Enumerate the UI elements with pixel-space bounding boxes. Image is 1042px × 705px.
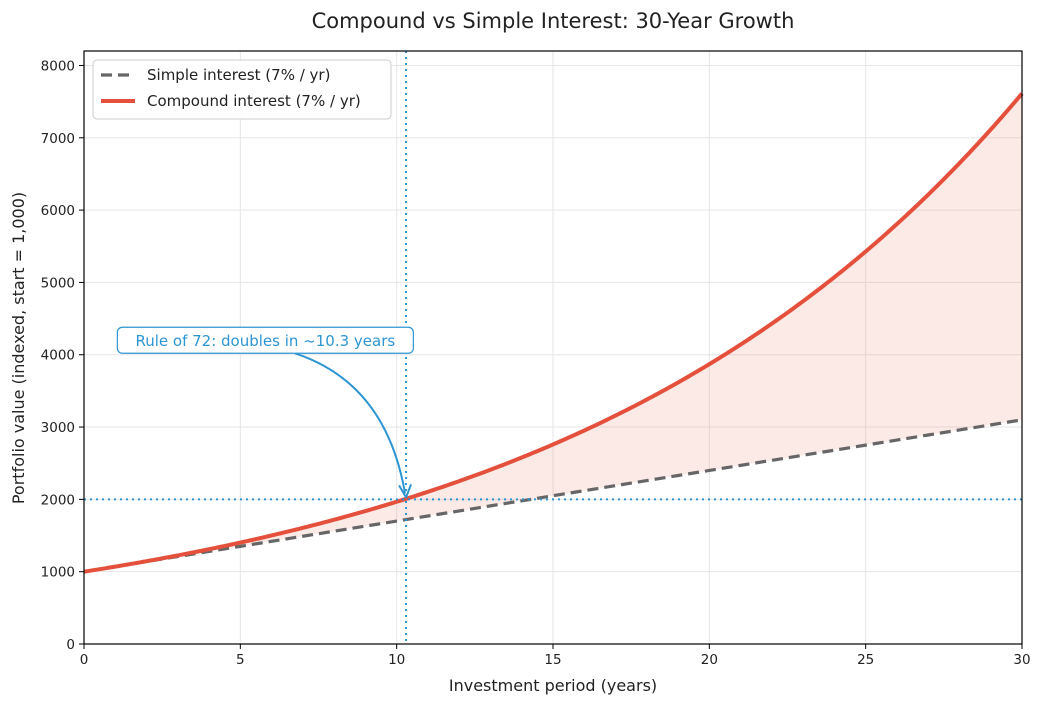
fill-between-area	[84, 93, 1022, 572]
annotation-text: Rule of 72: doubles in ~10.3 years	[135, 332, 395, 350]
annotation-box	[116, 326, 414, 354]
y-tick-label: 0	[66, 637, 75, 653]
legend-label-compound: Compound interest (7% / yr)	[147, 92, 361, 110]
y-tick-label: 1000	[41, 565, 75, 581]
x-tick-label: 15	[544, 652, 561, 668]
y-tick-label: 4000	[41, 348, 75, 364]
annotation-arrowhead	[398, 484, 412, 499]
y-axis-label: Portfolio value (indexed, start = 1,000)	[9, 192, 28, 504]
x-tick-label: 30	[1013, 652, 1030, 668]
simple-interest-line	[83, 418, 1023, 574]
x-axis-label: Investment period (years)	[449, 676, 657, 695]
annotation: Rule of 72: doubles in ~10.3 years	[116, 326, 414, 499]
y-tick-label: 8000	[41, 58, 75, 74]
compound-interest-line	[83, 92, 1024, 574]
annotation-arrow	[294, 352, 407, 494]
x-tick-label: 20	[701, 652, 718, 668]
chart-title: Compound vs Simple Interest: 30-Year Gro…	[312, 9, 795, 33]
legend-box	[92, 59, 392, 120]
x-tick-label: 10	[388, 652, 405, 668]
y-tick-label: 3000	[41, 420, 75, 436]
x-tick-label: 25	[857, 652, 874, 668]
axis-ticks: 0 5 10 15 20 25 30 0 1000 2000 3000 4000 5000 6000 700…	[41, 58, 1031, 668]
series-lines	[83, 92, 1024, 574]
x-tick-label: 0	[80, 652, 89, 668]
y-tick-label: 2000	[41, 492, 75, 508]
legend: Simple interest (7% / yr) Compound intere…	[92, 59, 392, 120]
y-tick-label: 5000	[41, 275, 75, 291]
y-tick-label: 7000	[41, 131, 75, 147]
y-tick-label: 6000	[41, 203, 75, 219]
legend-label-simple: Simple interest (7% / yr)	[147, 66, 330, 84]
fill-between-region	[84, 93, 1022, 572]
x-tick-label: 5	[236, 652, 245, 668]
reference-lines	[84, 51, 1022, 644]
